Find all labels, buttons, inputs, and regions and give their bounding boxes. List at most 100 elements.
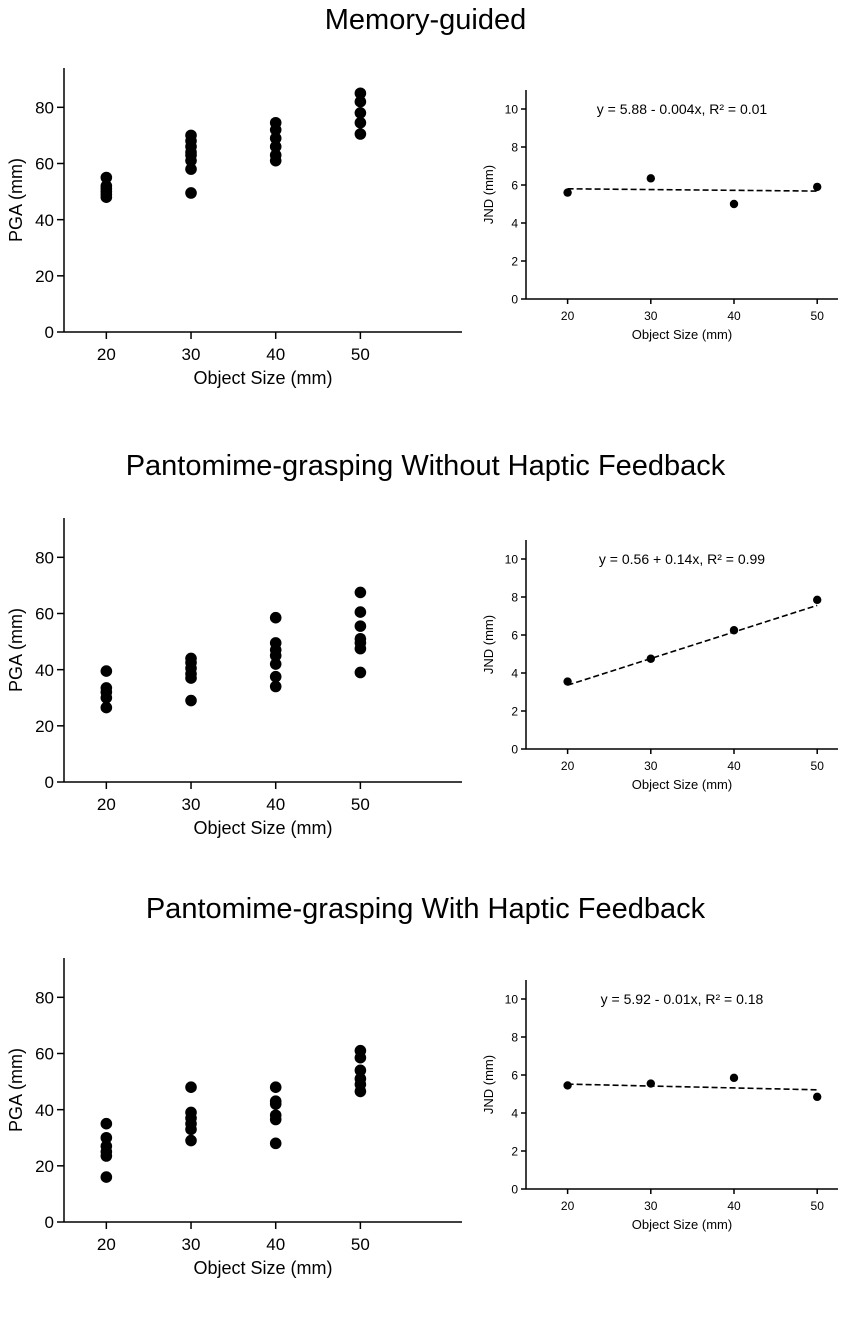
c4-data-point-4: [100, 1131, 113, 1144]
c1-data-point-3: [813, 182, 822, 192]
c4-data-point-23: [354, 1044, 367, 1057]
c0-data-point-4: [100, 180, 113, 192]
c2-x-tick-label-2: 40: [266, 795, 285, 814]
c1-y-tick-label-3: 6: [511, 178, 518, 192]
c3-fit-equation: y = 0.56 + 0.14x, R² = 0.99: [599, 551, 765, 567]
c3-x-tick-label-2: 40: [727, 759, 741, 773]
c0-data-point-6: [185, 187, 197, 199]
c0-x-tick-label-2: 40: [266, 345, 285, 364]
c5-fit-line: [567, 1083, 818, 1091]
panel-title-pantomime-without-haptic: Pantomime-grasping Without Haptic Feedba…: [125, 450, 726, 482]
c3-y-tick-label-3: 6: [511, 628, 518, 642]
c4-y-tick-label-4: 80: [35, 988, 54, 1007]
c4-data-point-5: [100, 1117, 113, 1130]
c2-data-point-23: [354, 606, 367, 618]
jnd-chart-with-haptic: 0 2 4 6 8 10 20 30 40 50 Object Size (mm) JND (mm) y…: [481, 980, 838, 1232]
c3-y-tick-label-4: 8: [511, 590, 518, 604]
c2-x-tick-label-1: 30: [182, 795, 201, 814]
c5-y-tick-label-2: 4: [511, 1106, 518, 1120]
c1-data-point-0: [563, 188, 572, 197]
c2-data-point-24: [354, 586, 367, 599]
c3-y-tick-label-1: 2: [511, 704, 518, 718]
c1-y-tick-label-0: 0: [511, 292, 518, 306]
c0-data-point-15: [269, 149, 282, 161]
c2-data-point-3: [100, 682, 113, 694]
c0-x-axis-label: Object Size (mm): [193, 368, 332, 388]
c4-data-point-10: [185, 1106, 197, 1119]
c3-x-axis-label: Object Size (mm): [632, 777, 732, 792]
c3-x-tick-label-3: 50: [811, 759, 825, 773]
c2-y-tick-label-0: 0: [45, 773, 54, 792]
c1-x-axis-label: Object Size (mm): [632, 327, 732, 342]
c2-data-point-0: [100, 701, 113, 714]
c1-data-point-1: [646, 174, 655, 183]
c0-x-tick-label-3: 50: [351, 345, 370, 364]
c4-data-point-6: [185, 1134, 197, 1147]
c2-data-point-17: [269, 611, 282, 624]
c0-y-tick-label-3: 60: [35, 155, 54, 174]
c0-y-tick-label-1: 20: [35, 267, 54, 286]
c3-y-axis-label: JND (mm): [481, 615, 496, 674]
c0-data-point-5: [100, 171, 113, 184]
c2-x-tick-label-0: 20: [97, 795, 116, 814]
c3-x-tick-label-0: 20: [561, 759, 575, 773]
c4-data-point-16: [269, 1095, 282, 1108]
c5-data-point-1: [646, 1079, 655, 1088]
c3-data-point-1: [646, 654, 655, 663]
c2-data-point-18: [354, 666, 367, 679]
c0-data-point-22: [354, 107, 367, 119]
c5-y-tick-label-0: 0: [511, 1182, 518, 1196]
c4-x-tick-label-1: 30: [182, 1235, 201, 1254]
c4-y-axis-label: PGA (mm): [6, 1048, 26, 1132]
c0-y-axis-label: PGA (mm): [6, 158, 26, 242]
c2-data-point-16: [269, 637, 282, 649]
c1-y-axis-label: JND (mm): [481, 165, 496, 224]
c5-x-tick-label-3: 50: [811, 1199, 825, 1213]
c4-y-tick-label-0: 0: [45, 1213, 54, 1232]
c2-x-tick-label-3: 50: [351, 795, 370, 814]
c4-data-point-12: [269, 1137, 282, 1150]
c2-y-tick-label-4: 80: [35, 548, 54, 567]
c2-data-point-13: [269, 658, 282, 670]
c5-x-tick-label-0: 20: [561, 1199, 575, 1213]
c4-data-point-20: [354, 1072, 367, 1085]
c0-data-point-23: [354, 95, 367, 108]
c5-y-tick-label-5: 10: [505, 992, 519, 1006]
c2-y-tick-label-3: 60: [35, 605, 54, 624]
c5-fit-equation: y = 5.92 - 0.01x, R² = 0.18: [601, 991, 764, 1007]
jnd-chart-without-haptic: 0 2 4 6 8 10 20 30 40 50 Object Size (mm) JND (mm) y…: [481, 540, 838, 792]
jnd-chart-memory-guided: 0 2 4 6 8 10 20 30 40 50 Object Size (mm) JND (mm) y…: [481, 90, 838, 342]
c5-data-point-2: [729, 1073, 739, 1083]
c0-data-point-24: [354, 87, 367, 100]
c3-data-point-2: [729, 626, 739, 635]
c1-x-tick-label-0: 20: [561, 309, 575, 323]
c1-fit-line: [567, 188, 818, 192]
c3-y-tick-label-0: 0: [511, 742, 518, 756]
c0-data-point-19: [269, 116, 282, 129]
c0-x-tick-label-1: 30: [182, 345, 201, 364]
c4-y-tick-label-2: 40: [35, 1101, 54, 1120]
c4-x-tick-label-0: 20: [97, 1235, 116, 1254]
panel-title-memory-guided: Memory-guided: [324, 4, 527, 36]
c0-data-point-7: [185, 163, 197, 175]
c3-data-point-0: [563, 677, 572, 686]
c1-x-tick-label-1: 30: [644, 309, 658, 323]
c0-data-point-20: [354, 128, 367, 140]
c4-x-tick-label-2: 40: [266, 1235, 285, 1254]
c0-x-tick-label-0: 20: [97, 345, 116, 364]
c0-y-tick-label-4: 80: [35, 98, 54, 117]
c4-data-point-21: [354, 1064, 367, 1077]
c0-y-tick-label-0: 0: [45, 323, 54, 342]
c2-x-axis-label: Object Size (mm): [193, 818, 332, 838]
c1-fit-equation: y = 5.88 - 0.004x, R² = 0.01: [597, 101, 768, 117]
c2-y-axis-label: PGA (mm): [6, 608, 26, 692]
c0-data-point-21: [354, 116, 367, 129]
c0-data-point-17: [269, 132, 282, 145]
c2-y-tick-label-2: 40: [35, 661, 54, 680]
c4-data-point-3: [100, 1140, 113, 1152]
c4-x-tick-label-3: 50: [351, 1235, 370, 1254]
c5-y-tick-label-4: 8: [511, 1030, 518, 1044]
c2-data-point-5: [185, 694, 197, 707]
pga-chart-with-haptic: 0 20 40 60 80 20 30 40 50 Object Size (mm) PGA (mm…: [6, 958, 462, 1278]
c2-data-point-4: [100, 665, 113, 677]
